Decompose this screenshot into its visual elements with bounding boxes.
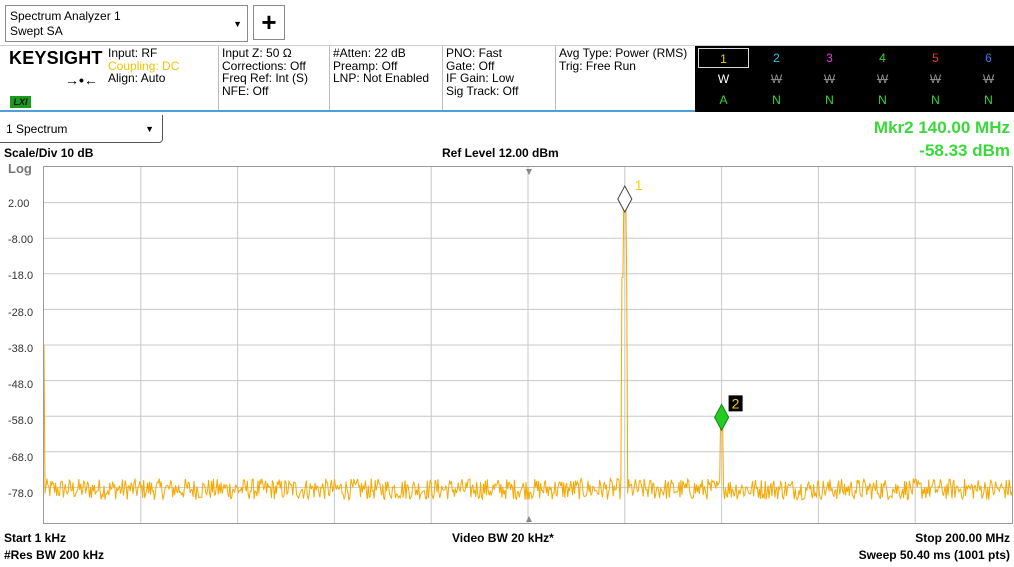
align-label: Align: Auto [108,72,179,85]
scale-div-label: Scale/Div 10 dB [4,146,93,160]
dropdown-arrow-icon: ▼ [145,124,154,134]
trace-2-type: W [751,69,802,89]
stop-freq-label: Stop 200.00 MHz [915,531,1010,545]
markers-layer: 12 [618,177,743,430]
window-selector-label: 1 Spectrum [6,122,67,136]
add-screen-button[interactable]: + [253,5,285,40]
marker-1-diamond-icon [618,186,632,212]
trig-label: Trig: Free Run [559,60,687,73]
avg-trig-status[interactable]: Avg Type: Power (RMS) Trig: Free Run [559,47,687,72]
status-header: KEYSIGHT →•← LXI Input: RF Coupling: DC … [0,46,1014,112]
sig-track-label: Sig Track: Off [446,85,518,98]
trace-5-type: W [910,69,961,89]
top-toolbar: Spectrum Analyzer 1 Swept SA ▼ + [0,0,1014,46]
trace-4-type: W [857,69,908,89]
y-tick-label: -8.00 [8,234,33,246]
trace-1-detector: A [698,90,749,110]
lxi-logo: LXI [10,96,31,108]
trace-3-detector: N [804,90,855,110]
marker-amplitude-readout: -58.33 dBm [919,141,1010,161]
y-tick-label: -18.0 [8,270,33,282]
y-tick-label: 2.00 [8,198,29,210]
trace-6-detector: N [963,90,1014,110]
mode-selector[interactable]: Spectrum Analyzer 1 Swept SA ▼ [5,5,248,42]
divider [442,46,443,110]
nfe-label: NFE: Off [222,85,308,98]
trace-2-number[interactable]: 2 [751,48,802,68]
y-tick-label: -58.0 [8,415,33,427]
graticule [44,167,1012,523]
divider [329,46,330,110]
trace-5-detector: N [910,90,961,110]
trace-1-number[interactable]: 1 [698,48,749,68]
input-label: Input: RF [108,47,179,60]
lnp-label: LNP: Not Enabled [333,72,429,85]
measurement-name: Swept SA [10,24,63,38]
center-freq-marker-icon [526,516,532,522]
freq-ref-label: Freq Ref: Int (S) [222,72,308,85]
trace-3-number[interactable]: 3 [804,48,855,68]
sweep-label: Sweep 50.40 ms (1001 pts) [859,548,1010,562]
divider [555,46,556,110]
trace-5-number[interactable]: 5 [910,48,961,68]
pno-label: PNO: Fast [446,47,518,60]
y-tick-label: -78.0 [8,488,33,500]
pno-status[interactable]: PNO: Fast Gate: Off IF Gain: Low Sig Tra… [446,47,518,97]
y-tick-label: -48.0 [8,379,33,391]
dropdown-arrow-icon: ▼ [233,19,242,29]
y-tick-label: -68.0 [8,452,33,464]
input-z-label: Input Z: 50 Ω [222,47,308,60]
window-selector[interactable]: 1 Spectrum ▼ [0,115,163,143]
atten-label: #Atten: 22 dB [333,47,429,60]
trace-4-number[interactable]: 4 [857,48,908,68]
divider [218,46,219,110]
ref-level-label: Ref Level 12.00 dBm [442,146,559,160]
marker-1-label: 1 [635,177,643,193]
mode-name: Spectrum Analyzer 1 [10,9,121,23]
trace-panel[interactable]: 1 2 3 4 5 6 W W W W W W A N N N N N [695,46,1014,112]
spectrum-plot[interactable]: 12 [44,167,1012,523]
trace-6-number[interactable]: 6 [963,48,1014,68]
video-bw-label: Video BW 20 kHz* [452,531,554,545]
trace-3-type: W [804,69,855,89]
keysight-logo: KEYSIGHT [9,48,103,69]
ref-level-marker-icon [526,169,532,175]
marker-2-label: 2 [732,395,740,411]
logo-box: KEYSIGHT →•← LXI [5,46,107,110]
marker-frequency-readout: Mkr2 140.00 MHz [874,118,1010,138]
attenuation-status[interactable]: #Atten: 22 dB Preamp: Off LNP: Not Enabl… [333,47,429,85]
trace-1-type: W [698,69,749,89]
res-bw-label: #Res BW 200 kHz [4,548,104,562]
rf-input-icon: →•← [65,72,98,88]
if-gain-label: IF Gain: Low [446,72,518,85]
avg-type-label: Avg Type: Power (RMS) [559,47,687,60]
trace-4-detector: N [857,90,908,110]
y-tick-label: -28.0 [8,307,33,319]
corrections-status[interactable]: Input Z: 50 Ω Corrections: Off Freq Ref:… [222,47,308,97]
marker-2-diamond-icon [715,404,729,430]
input-status[interactable]: Input: RF Coupling: DC Align: Auto [108,47,179,85]
log-scale-label: Log [8,161,32,176]
start-freq-label: Start 1 kHz [4,531,66,545]
y-tick-label: -38.0 [8,343,33,355]
trace-2-detector: N [751,90,802,110]
trace-6-type: W [963,69,1014,89]
